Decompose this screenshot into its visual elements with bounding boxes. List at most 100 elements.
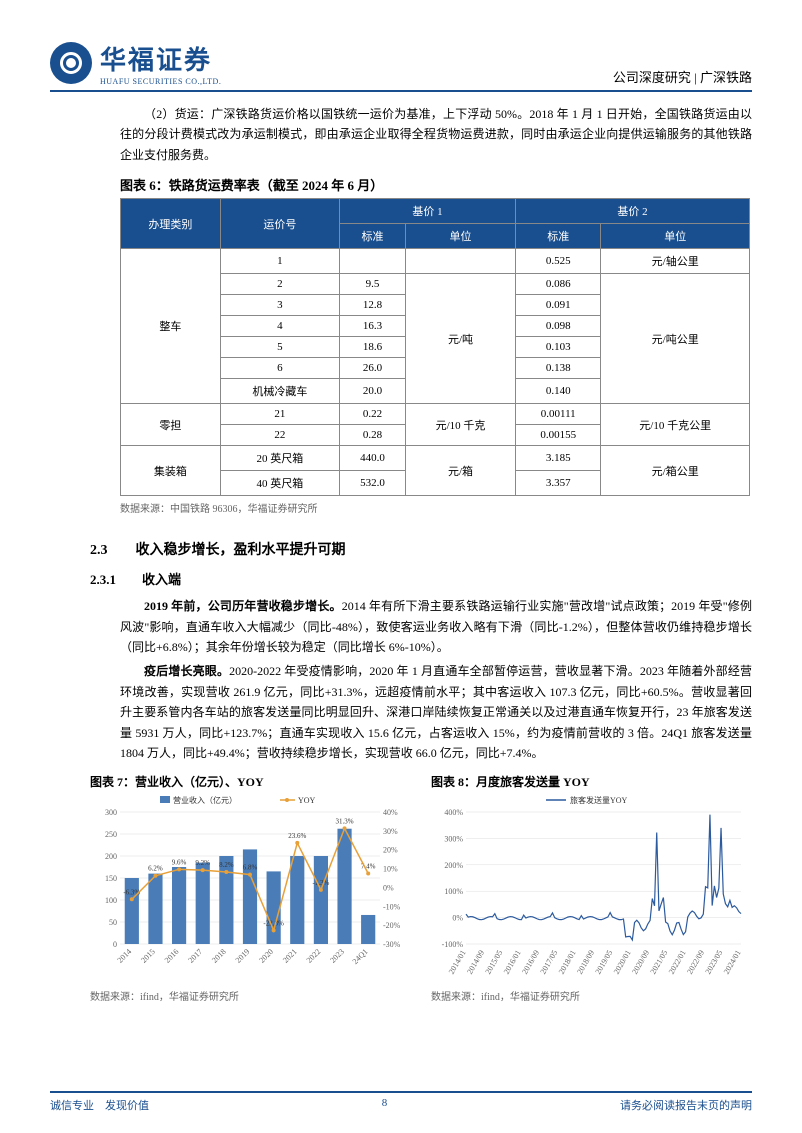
- svg-text:2020: 2020: [257, 947, 275, 965]
- logo-icon: [50, 42, 92, 84]
- svg-text:50: 50: [109, 918, 117, 927]
- svg-text:2021: 2021: [281, 947, 299, 965]
- svg-text:-30%: -30%: [383, 940, 401, 949]
- header-title: 公司深度研究 | 广深铁路: [613, 67, 752, 86]
- section-2-3-1: 2.3.1 收入端: [90, 569, 752, 588]
- cell: 20.0: [339, 379, 405, 404]
- cell: [339, 249, 405, 274]
- th-std2: 标准: [516, 224, 601, 249]
- cell: 0.140: [516, 379, 601, 404]
- chart8-caption: 图表 8：月度旅客发送量 YOY: [431, 773, 752, 790]
- cell: 0.138: [516, 358, 601, 379]
- chart7-source: 数据来源：ifind，华福证券研究所: [90, 988, 411, 1003]
- svg-text:31.3%: 31.3%: [335, 818, 353, 826]
- cell: 0.103: [516, 337, 601, 358]
- cell: 6: [220, 358, 339, 379]
- cell: 元/吨: [406, 274, 516, 404]
- th-pricenum: 运价号: [220, 199, 339, 249]
- page-header: 华福证券 HUAFU SECURITIES CO.,LTD. 公司深度研究 | …: [50, 40, 752, 92]
- cell: 532.0: [339, 471, 405, 496]
- paragraph-freight: （2）货运：广深铁路货运价格以国铁统一运价为基准，上下浮动 50%。2018 年…: [120, 104, 752, 165]
- svg-text:-100%: -100%: [442, 940, 464, 949]
- svg-text:-22.8%: -22.8%: [263, 920, 284, 928]
- cell: 0.22: [339, 404, 405, 425]
- svg-text:2018: 2018: [210, 947, 228, 965]
- th-std1: 标准: [339, 224, 405, 249]
- th-base1: 基价 1: [339, 199, 515, 224]
- svg-text:300: 300: [105, 808, 117, 817]
- svg-text:300%: 300%: [444, 835, 463, 844]
- cell: 22: [220, 425, 339, 446]
- cat-container: 集装箱: [121, 446, 221, 496]
- chart7-caption: 图表 7：营业收入（亿元）、YOY: [90, 773, 411, 790]
- svg-text:-1.3%: -1.3%: [312, 879, 329, 887]
- cat-whole: 整车: [121, 249, 221, 404]
- cell: 12.8: [339, 295, 405, 316]
- th-base2: 基价 2: [516, 199, 750, 224]
- cell: 1: [220, 249, 339, 274]
- cat-ltl: 零担: [121, 404, 221, 446]
- svg-text:100: 100: [105, 896, 117, 905]
- svg-text:2014: 2014: [116, 947, 134, 965]
- cell: 3.357: [516, 471, 601, 496]
- logo-en: HUAFU SECURITIES CO.,LTD.: [100, 77, 221, 86]
- svg-text:0%: 0%: [383, 884, 394, 893]
- table6-source: 数据来源：中国铁路 96306，华福证券研究所: [120, 500, 752, 515]
- passenger-yoy-chart: -100%0%100%200%300%400%2014/012014/09201…: [431, 794, 751, 984]
- svg-text:40%: 40%: [383, 808, 398, 817]
- svg-text:-20%: -20%: [383, 921, 401, 930]
- cell: 2: [220, 274, 339, 295]
- svg-text:旅客发送量YOY: 旅客发送量YOY: [570, 795, 628, 805]
- cell: [406, 249, 516, 274]
- cell: 元/箱: [406, 446, 516, 496]
- svg-text:2015: 2015: [139, 947, 157, 965]
- footer-page: 8: [382, 1097, 388, 1113]
- svg-text:6.8%: 6.8%: [243, 864, 258, 872]
- cell: 0.098: [516, 316, 601, 337]
- svg-text:-10%: -10%: [383, 903, 401, 912]
- svg-text:2016: 2016: [163, 947, 181, 965]
- th-unit1: 单位: [406, 224, 516, 249]
- svg-text:24Q1: 24Q1: [351, 947, 370, 966]
- cell: 18.6: [339, 337, 405, 358]
- cell: 26.0: [339, 358, 405, 379]
- page-footer: 诚信专业 发现价值 8 请务必阅读报告末页的声明: [50, 1091, 752, 1113]
- cell: 元/箱公里: [601, 446, 750, 496]
- th-unit2: 单位: [601, 224, 750, 249]
- svg-text:2019: 2019: [234, 947, 252, 965]
- paragraph-2019: 2019 年前，公司历年营收稳步增长。2014 年有所下滑主要系铁路运输行业实施…: [120, 596, 752, 657]
- svg-text:200: 200: [105, 852, 117, 861]
- revenue-yoy-chart: 050100150200250300-30%-20%-10%0%10%20%30…: [90, 794, 410, 984]
- paragraph-post-covid: 疫后增长亮眼。2020-2022 年受疫情影响，2020 年 1 月直通车全部暂…: [120, 661, 752, 763]
- svg-text:2024/01: 2024/01: [722, 949, 743, 976]
- cell: 3: [220, 295, 339, 316]
- cell: 机械冷藏车: [220, 379, 339, 404]
- cell: 0.086: [516, 274, 601, 295]
- cell: 0.28: [339, 425, 405, 446]
- th-category: 办理类别: [121, 199, 221, 249]
- footer-left: 诚信专业 发现价值: [50, 1097, 149, 1113]
- table6-caption: 图表 6：铁路货运费率表（截至 2024 年 6 月）: [120, 175, 752, 194]
- logo-cn: 华福证券: [100, 40, 221, 77]
- svg-text:200%: 200%: [444, 861, 463, 870]
- svg-text:9.6%: 9.6%: [172, 859, 187, 867]
- svg-text:23.6%: 23.6%: [288, 832, 306, 840]
- cell: 元/轴公里: [601, 249, 750, 274]
- chart8-source: 数据来源：ifind，华福证券研究所: [431, 988, 752, 1003]
- svg-text:20%: 20%: [383, 846, 398, 855]
- cell: 元/吨公里: [601, 274, 750, 404]
- cell: 0.525: [516, 249, 601, 274]
- svg-text:2022: 2022: [305, 947, 323, 965]
- svg-text:2017: 2017: [186, 947, 204, 965]
- svg-text:250: 250: [105, 830, 117, 839]
- cell: 0.00111: [516, 404, 601, 425]
- cell: 440.0: [339, 446, 405, 471]
- footer-right: 请务必阅读报告末页的声明: [620, 1097, 752, 1113]
- svg-text:400%: 400%: [444, 808, 463, 817]
- section-2-3: 2.3 收入稳步增长，盈利水平提升可期: [90, 539, 752, 559]
- cell: 16.3: [339, 316, 405, 337]
- cell: 0.00155: [516, 425, 601, 446]
- cell: 5: [220, 337, 339, 358]
- svg-text:YOY: YOY: [298, 796, 316, 805]
- cell: 40 英尺箱: [220, 471, 339, 496]
